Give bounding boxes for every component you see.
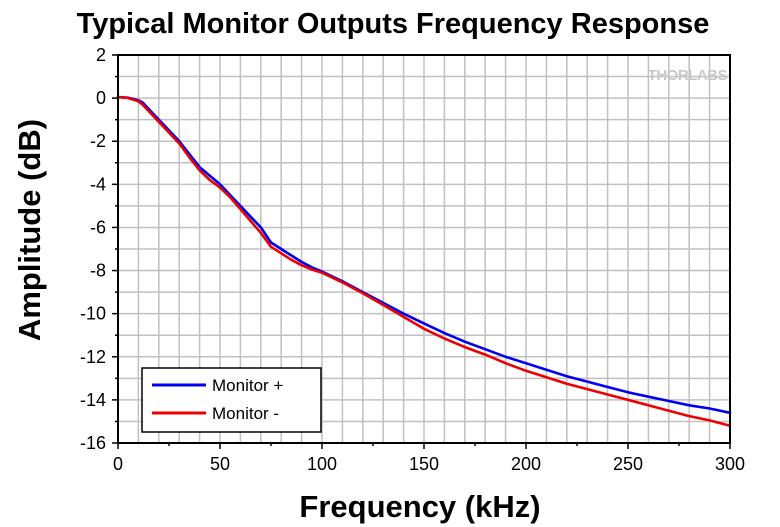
y-tick-label: -16 <box>80 433 106 453</box>
legend: Monitor + Monitor - <box>141 367 322 433</box>
tick-layer <box>112 54 731 449</box>
legend-label-monitor-plus: Monitor + <box>212 376 283 395</box>
brand-watermark: THORLABS <box>648 67 728 84</box>
x-tick-label: 200 <box>511 454 541 474</box>
x-tick-label: 250 <box>613 454 643 474</box>
y-tick-label: -14 <box>80 390 106 410</box>
y-tick-label: -8 <box>90 261 106 281</box>
series-line-monitor-plus <box>116 95 732 415</box>
x-axis-label: Frequency (kHz) <box>299 489 540 524</box>
x-tick-label: 0 <box>113 454 123 474</box>
y-tick-label: -6 <box>90 217 106 237</box>
series-layer <box>116 95 732 428</box>
legend-label-monitor-minus: Monitor - <box>212 404 279 423</box>
x-tick-label: 100 <box>307 454 337 474</box>
y-tick-label: -12 <box>80 347 106 367</box>
x-tick-label: 150 <box>409 454 439 474</box>
y-tick-label: 2 <box>96 45 106 65</box>
y-tick-label: -4 <box>90 174 106 194</box>
legend-box <box>141 367 322 433</box>
chart-title: Typical Monitor Outputs Frequency Respon… <box>77 8 710 40</box>
grid-layer <box>118 55 730 443</box>
series-line-monitor-minus <box>116 95 732 428</box>
x-tick-label: 300 <box>715 454 745 474</box>
y-tick-label: 0 <box>96 88 106 108</box>
y-tick-label: -2 <box>90 131 106 151</box>
x-tick-label: 50 <box>210 454 230 474</box>
tick-label-layer: 0 50 100 150 200 250 300 2 0 -2 -4 -6 -8 -10 -12 -14 -16 <box>80 45 745 474</box>
y-tick-label: -10 <box>80 304 106 324</box>
y-axis-label: Amplitude (dB) <box>12 119 47 341</box>
